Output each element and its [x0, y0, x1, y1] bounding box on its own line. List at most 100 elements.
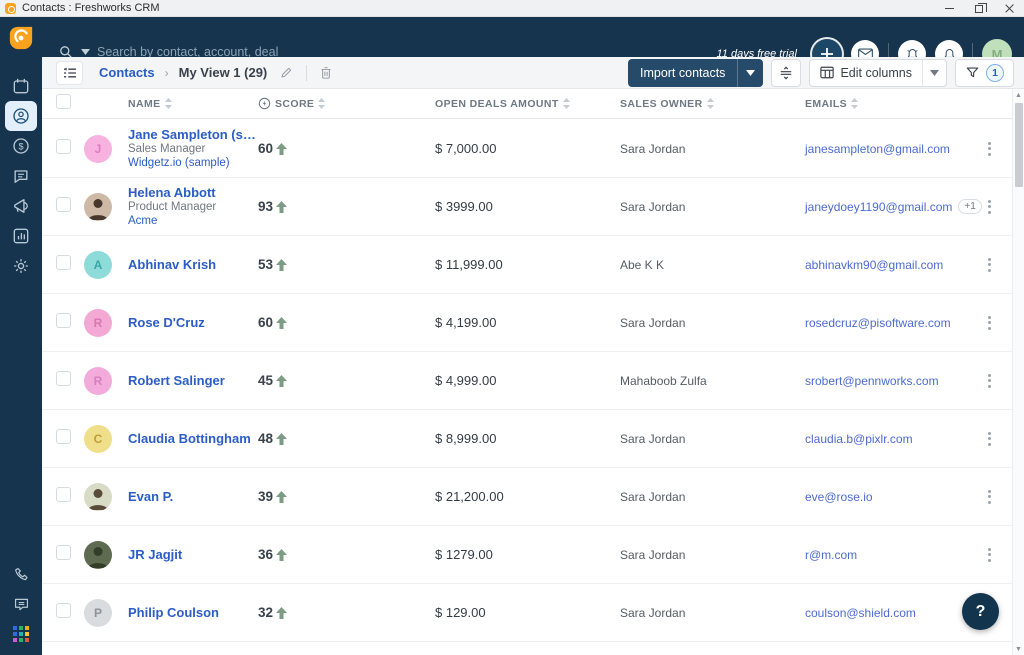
row-menu-icon[interactable] [982, 544, 996, 566]
import-contacts-button[interactable]: Import contacts [628, 59, 737, 87]
contact-email-link[interactable]: eve@rose.io [805, 490, 873, 504]
row-checkbox[interactable] [56, 197, 71, 212]
open-deals-amount: $ 3999.00 [435, 199, 620, 214]
contacts-icon [11, 106, 31, 126]
contact-name-link[interactable]: Rose D'Cruz [128, 316, 258, 330]
vertical-scrollbar[interactable]: ▲ ▼ [1012, 89, 1024, 655]
view-switcher-button[interactable] [56, 61, 83, 85]
sidebar-item-conversations[interactable] [5, 161, 37, 191]
contact-name-link[interactable]: Claudia Bottingham [128, 432, 258, 446]
row-menu-icon[interactable] [982, 138, 996, 160]
select-all-checkbox[interactable] [56, 94, 71, 109]
contact-company-link[interactable]: Acme [128, 214, 258, 228]
contact-email-link[interactable]: r@m.com [805, 548, 857, 562]
contact-score: 45 [258, 373, 435, 388]
extra-emails-badge[interactable]: +1 [958, 199, 981, 214]
contact-name-link[interactable]: Philip Coulson [128, 606, 258, 620]
contact-email-link[interactable]: abhinavkm90@gmail.com [805, 258, 943, 272]
score-icon [258, 97, 271, 110]
filters-button[interactable]: 1 [955, 59, 1014, 87]
import-contacts-caret-button[interactable] [737, 59, 763, 87]
row-checkbox[interactable] [56, 545, 71, 560]
score-value: 60 [258, 315, 273, 330]
sidebar-item-contacts[interactable] [5, 101, 37, 131]
minimize-button[interactable] [934, 0, 964, 17]
contact-name-link[interactable]: Evan P. [128, 490, 258, 504]
sidebar-item-campaigns[interactable] [5, 191, 37, 221]
sidebar-item-chat[interactable] [5, 589, 37, 619]
row-menu-icon[interactable] [982, 196, 996, 218]
column-header-name[interactable]: NAME [124, 98, 258, 110]
table-row[interactable]: JR Jagjit 36 $ 1279.00 Sara Jordan r@m.c… [42, 526, 1012, 584]
row-checkbox[interactable] [56, 139, 71, 154]
row-menu-icon[interactable] [982, 486, 996, 508]
column-header-sales-owner[interactable]: SALES OWNER [620, 98, 805, 110]
window-titlebar: Contacts : Freshworks CRM [0, 0, 1024, 17]
table-row[interactable]: J Jane Sampleton (sa...Sales ManagerWidg… [42, 120, 1012, 178]
maximize-button[interactable] [964, 0, 994, 17]
row-checkbox[interactable] [56, 371, 71, 386]
row-checkbox[interactable] [56, 255, 71, 270]
contact-email-link[interactable]: srobert@pennworks.com [805, 374, 939, 388]
sidebar-item-deals[interactable]: $ [5, 131, 37, 161]
table-row[interactable]: A Abhinav Krish 53 $ 11,999.00 Abe K K a… [42, 236, 1012, 294]
contact-email-link[interactable]: janesampleton@gmail.com [805, 142, 950, 156]
scroll-up-arrow-icon[interactable]: ▲ [1013, 89, 1024, 101]
table-row[interactable]: C Claudia Bottingham 48 $ 8,999.00 Sara … [42, 410, 1012, 468]
contact-name-link[interactable]: Jane Sampleton (sa... [128, 128, 258, 142]
contact-email-link[interactable]: claudia.b@pixlr.com [805, 432, 913, 446]
close-button[interactable] [994, 0, 1024, 17]
score-value: 32 [258, 605, 273, 620]
calendar-icon [11, 76, 31, 96]
contact-name-link[interactable]: Abhinav Krish [128, 258, 258, 272]
sales-owner: Sara Jordan [620, 316, 805, 330]
search-scope-caret-icon[interactable] [81, 49, 90, 55]
contact-name-link[interactable]: JR Jagjit [128, 548, 258, 562]
contact-score: 53 [258, 257, 435, 272]
scrollbar-thumb[interactable] [1015, 103, 1023, 187]
row-menu-icon[interactable] [982, 370, 996, 392]
row-menu-icon[interactable] [982, 254, 996, 276]
sidebar-item-calendar[interactable] [5, 71, 37, 101]
freshworks-logo-icon[interactable] [8, 25, 34, 51]
contact-company-link[interactable]: Widgetz.io (sample) [128, 156, 258, 170]
score-up-arrow-icon [276, 143, 287, 155]
row-checkbox[interactable] [56, 603, 71, 618]
breadcrumb-contacts-link[interactable]: Contacts [99, 65, 155, 80]
row-menu-icon[interactable] [982, 428, 996, 450]
edit-columns-caret-button[interactable] [922, 60, 946, 86]
contact-name-link[interactable]: Robert Salinger [128, 374, 258, 388]
column-header-score[interactable]: SCORE [258, 97, 435, 110]
delete-view-button[interactable] [319, 65, 333, 80]
column-header-emails[interactable]: EMAILS [805, 98, 982, 110]
sidebar-item-settings[interactable] [5, 251, 37, 281]
table-row[interactable]: R Robert Salinger 45 $ 4,999.00 Mahaboob… [42, 352, 1012, 410]
help-button[interactable]: ? [962, 593, 999, 630]
table-row[interactable]: R Rose D'Cruz 60 $ 4,199.00 Sara Jordan … [42, 294, 1012, 352]
table-row[interactable]: P Philip Coulson 32 $ 129.00 Sara Jordan… [42, 584, 1012, 642]
table-row[interactable]: Evan P. 39 $ 21,200.00 Sara Jordan eve@r… [42, 468, 1012, 526]
collapse-rows-icon [779, 66, 793, 80]
row-menu-icon[interactable] [982, 312, 996, 334]
open-deals-amount: $ 129.00 [435, 605, 620, 620]
sidebar-item-phone[interactable] [5, 559, 37, 589]
contact-email-link[interactable]: coulson@shield.com [805, 606, 916, 620]
avatar: R [84, 309, 112, 337]
sidebar-item-apps[interactable] [5, 619, 37, 649]
table-row[interactable]: Helena AbbottProduct ManagerAcme 93 $ 39… [42, 178, 1012, 236]
contact-email-link[interactable]: janeydoey1190@gmail.com [805, 200, 952, 214]
edit-view-button[interactable] [279, 65, 294, 80]
row-checkbox[interactable] [56, 487, 71, 502]
row-checkbox[interactable] [56, 313, 71, 328]
column-header-open-deals[interactable]: OPEN DEALS AMOUNT [435, 98, 620, 110]
scroll-down-arrow-icon[interactable]: ▼ [1013, 643, 1024, 655]
current-view-name[interactable]: My View 1 (29) [179, 65, 268, 80]
contact-email-link[interactable]: rosedcruz@pisoftware.com [805, 316, 951, 330]
sidebar-item-analytics[interactable] [5, 221, 37, 251]
contact-name-link[interactable]: Helena Abbott [128, 186, 258, 200]
pencil-icon [279, 65, 294, 80]
edit-columns-button[interactable]: Edit columns [810, 60, 922, 86]
gear-icon [11, 256, 31, 276]
table-density-button[interactable] [771, 59, 801, 87]
row-checkbox[interactable] [56, 429, 71, 444]
